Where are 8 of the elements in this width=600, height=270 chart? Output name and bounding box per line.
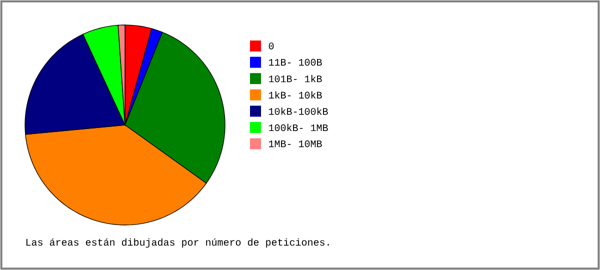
legend-label: 100kB- 1MB bbox=[269, 124, 328, 132]
legend-label: 101B- 1kB bbox=[269, 74, 322, 82]
legend-label: 10kB-100kB bbox=[269, 108, 328, 115]
legend-label: 11B- 100B bbox=[269, 58, 322, 66]
legend-label: 1kB- 10kB bbox=[269, 91, 322, 99]
text: Las áreas están dibujadas por número de peticiones. bbox=[26, 238, 329, 248]
legend-label: 1MB- 10MB bbox=[269, 140, 322, 148]
legend-label: 0 bbox=[268, 42, 274, 50]
